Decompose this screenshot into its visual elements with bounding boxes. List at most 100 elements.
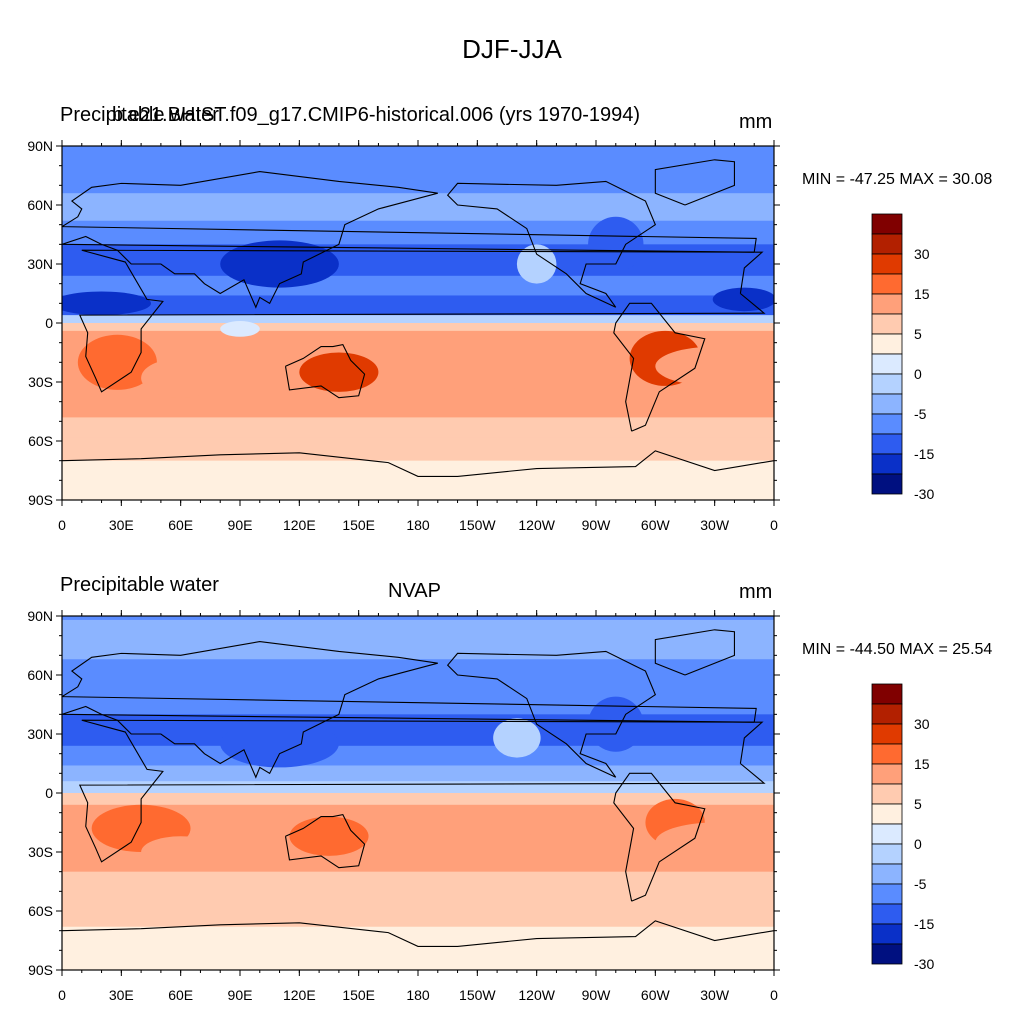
colorbar-swatch xyxy=(871,723,903,745)
field-blob xyxy=(588,216,644,272)
colorbar-label: -30 xyxy=(914,486,934,500)
colorbar-swatch xyxy=(871,273,903,295)
field-band xyxy=(62,745,774,766)
colorbar-swatch xyxy=(871,233,903,255)
panel1-units: mm xyxy=(739,111,773,133)
colorbar-label: 15 xyxy=(914,286,930,302)
panel1-minmax: MIN = -47.25 MAX = 30.08 xyxy=(802,171,993,188)
colorbar-label: 5 xyxy=(914,796,922,812)
panel2-minmax: MIN = -44.50 MAX = 25.54 xyxy=(802,641,993,658)
colorbar-swatch xyxy=(871,253,903,275)
panel1-map: 90N 60N 30N 0 30S 60S 90S 0 30E 60E 90E 120E 150E 180… xyxy=(27,138,780,533)
coastline xyxy=(284,814,366,869)
lon-tick-label: 60W xyxy=(641,517,671,533)
field-band xyxy=(62,659,774,692)
lat-tick-label: 60S xyxy=(28,433,53,449)
colorbar-swatch xyxy=(871,293,903,315)
field-band xyxy=(62,275,774,296)
panel2-left-title: Precipitable water xyxy=(60,574,219,596)
lat-tick-label: 90S xyxy=(28,962,53,978)
lon-tick-label: 180 xyxy=(406,517,430,533)
coastline xyxy=(654,629,735,676)
lat-tick-label: 90N xyxy=(27,608,53,624)
field-layer xyxy=(62,616,774,970)
coastline xyxy=(654,159,735,206)
field-band xyxy=(62,417,774,438)
colorbar-label: 0 xyxy=(914,366,922,382)
colorbar-swatch xyxy=(871,763,903,785)
coastline xyxy=(446,650,657,778)
lat-tick-label: 90S xyxy=(28,492,53,508)
colorbar-label: 5 xyxy=(914,326,922,342)
coastline xyxy=(62,171,757,309)
colorbar-swatch xyxy=(871,743,903,765)
lon-tick-label: 30E xyxy=(109,987,134,1003)
colorbar-label: 30 xyxy=(914,716,930,732)
lon-tick-label: 90W xyxy=(582,517,612,533)
panel2-center-title: NVAP xyxy=(388,580,441,602)
colorbar-swatch xyxy=(871,393,903,415)
lat-tick-label: 60S xyxy=(28,903,53,919)
lon-tick-label: 90W xyxy=(582,987,612,1003)
lon-tick-label: 120E xyxy=(283,517,316,533)
lat-tick-label: 30S xyxy=(28,844,53,860)
field-blob xyxy=(655,346,774,386)
field-blob xyxy=(77,334,157,390)
lat-tick-label: 30S xyxy=(28,374,53,390)
field-band xyxy=(62,793,774,806)
colorbar-label: 30 xyxy=(914,246,930,262)
coastline xyxy=(284,344,366,399)
lon-tick-label: 0 xyxy=(770,517,778,533)
colorbar-swatch xyxy=(871,313,903,335)
field-band xyxy=(62,315,774,324)
lat-tick-label: 60N xyxy=(27,667,53,683)
lon-tick-label: 150E xyxy=(342,517,375,533)
lon-tick-label: 30W xyxy=(700,517,730,533)
colorbar-swatch xyxy=(871,703,903,725)
panel1-colorbar: 30 15 5 0 -5 -15 -30 xyxy=(871,213,934,500)
colorbar-label: -5 xyxy=(914,406,927,422)
colorbar-swatch xyxy=(871,863,903,885)
field-blob xyxy=(62,291,151,316)
coastline xyxy=(62,450,774,477)
field-blob xyxy=(712,287,774,312)
field-band xyxy=(62,926,774,970)
field-band xyxy=(62,149,774,194)
lat-tick-label: 30N xyxy=(27,256,53,272)
field-blob xyxy=(220,321,260,337)
coastline xyxy=(446,180,657,308)
lon-tick-label: 30E xyxy=(109,517,134,533)
lon-tick-label: 90E xyxy=(228,517,253,533)
lon-tick-label: 120W xyxy=(518,987,555,1003)
colorbar-swatch xyxy=(871,683,903,705)
coastline xyxy=(62,920,774,947)
colorbar-swatch xyxy=(871,943,903,965)
colorbar-swatch xyxy=(871,333,903,355)
lat-tick-label: 0 xyxy=(45,315,53,331)
field-band xyxy=(62,619,774,660)
lon-tick-label: 150W xyxy=(459,987,496,1003)
colorbar-swatch xyxy=(871,843,903,865)
colorbar-label: 0 xyxy=(914,836,922,852)
lon-tick-label: 30W xyxy=(700,987,730,1003)
lon-tick-label: 150E xyxy=(342,987,375,1003)
colorbar-label: -15 xyxy=(914,446,934,462)
lat-tick-label: 60N xyxy=(27,197,53,213)
coastline xyxy=(78,249,766,393)
field-band xyxy=(62,397,774,418)
coastline xyxy=(78,719,766,863)
panel2-map: 90N 60N 30N 0 30S 60S 90S 0 30E 60E 90E 120E 150E 180… xyxy=(27,608,780,1003)
lon-tick-label: 180 xyxy=(406,987,430,1003)
lon-tick-label: 150W xyxy=(459,517,496,533)
field-blob xyxy=(378,348,537,396)
lon-tick-label: 90E xyxy=(228,987,253,1003)
field-band xyxy=(62,714,774,747)
lon-tick-label: 60W xyxy=(641,987,671,1003)
field-blob xyxy=(516,244,557,284)
lon-tick-label: 120W xyxy=(518,517,555,533)
lon-tick-label: 60E xyxy=(168,987,193,1003)
colorbar-swatch xyxy=(871,453,903,475)
lon-tick-label: 120E xyxy=(283,987,316,1003)
lat-tick-label: 0 xyxy=(45,785,53,801)
coastline xyxy=(62,641,757,779)
